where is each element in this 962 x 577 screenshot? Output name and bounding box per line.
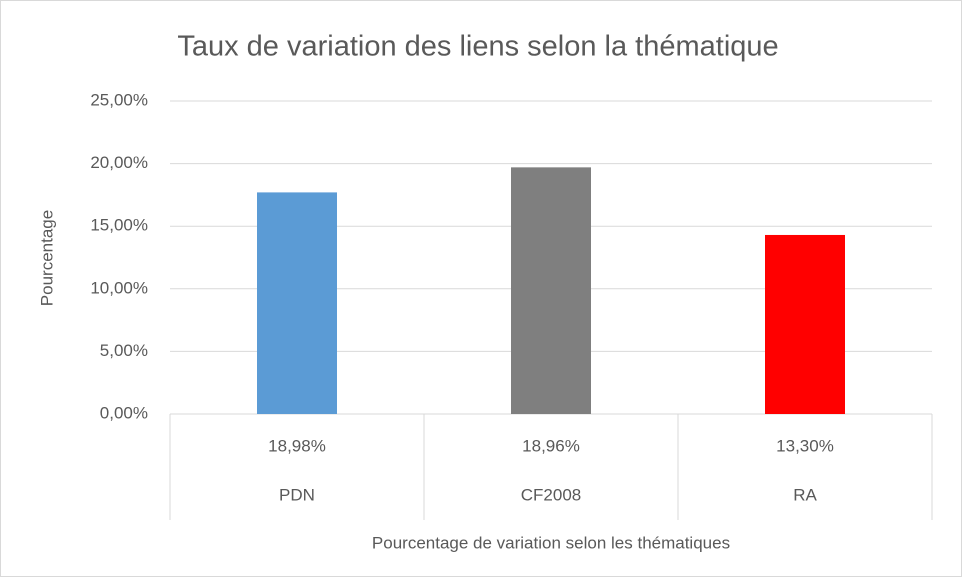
bar [511,167,591,414]
x-tick-label: CF2008 [521,485,581,504]
y-axis-title: Pourcentage [37,210,56,306]
x-axis-title: Pourcentage de variation selon les théma… [372,533,730,552]
table-cell: 13,30% [776,436,834,455]
y-tick-label: 15,00% [90,216,148,235]
y-tick-label: 0,00% [100,403,148,422]
y-tick-label: 20,00% [90,153,148,172]
y-tick-label: 5,00% [100,341,148,360]
table-cell: 18,96% [522,436,580,455]
table-cell: 18,98% [268,436,326,455]
chart-title: Taux de variation des liens selon la thé… [177,31,778,63]
y-tick-label: 10,00% [90,278,148,297]
bar [765,234,845,414]
x-tick-label: RA [793,485,817,504]
x-tick-label: PDN [279,485,315,504]
bar [257,192,337,414]
y-tick-label: 25,00% [90,90,148,109]
